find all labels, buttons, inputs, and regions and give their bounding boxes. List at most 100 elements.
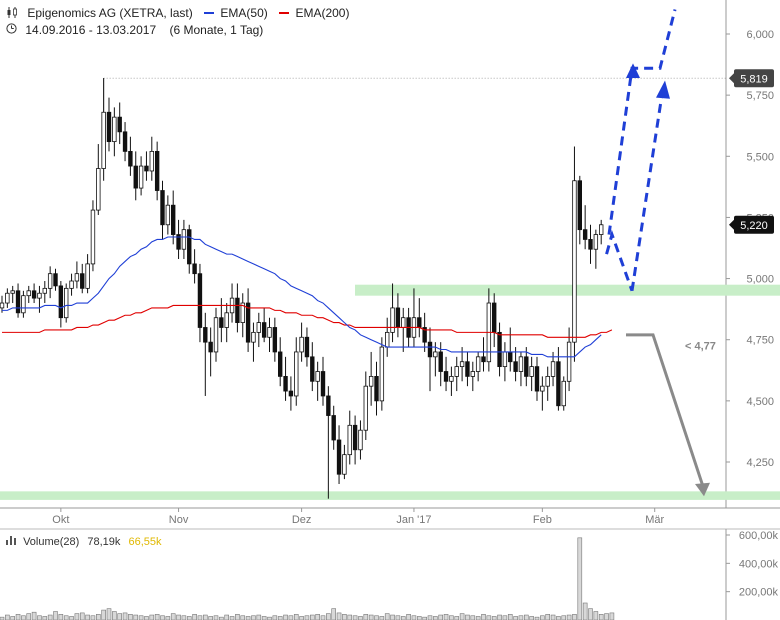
volume-bar bbox=[604, 613, 609, 620]
volume-bar bbox=[283, 614, 288, 620]
volume-bar bbox=[491, 616, 497, 620]
price-tick-label: 6,000 bbox=[746, 29, 774, 41]
candle-body bbox=[26, 290, 31, 297]
downside-arrowhead bbox=[695, 482, 710, 497]
volume-header: Volume(28) 78,19k 66,55k bbox=[6, 536, 162, 548]
candle-body bbox=[534, 366, 540, 392]
candle-body bbox=[401, 317, 406, 328]
volume-bar bbox=[229, 616, 235, 620]
volume-bar bbox=[112, 611, 117, 620]
volume-bar bbox=[219, 616, 224, 620]
candle-body bbox=[379, 346, 385, 402]
candle-body bbox=[208, 341, 213, 353]
volume-bar bbox=[416, 616, 422, 620]
ema200-legend-swatch bbox=[279, 11, 290, 14]
volume-bar bbox=[58, 614, 64, 620]
last-price-badge bbox=[734, 215, 774, 234]
volume-bar bbox=[427, 615, 433, 620]
volume-bar bbox=[395, 615, 401, 620]
volume-bar bbox=[293, 614, 299, 620]
volume-bar bbox=[267, 616, 272, 620]
volume-bar bbox=[203, 614, 208, 620]
volume-bar bbox=[128, 614, 133, 620]
candle-body bbox=[427, 341, 433, 358]
candle-body bbox=[170, 204, 176, 235]
volume-bar bbox=[523, 614, 529, 620]
volume-bar bbox=[331, 608, 337, 620]
volume-bar bbox=[411, 615, 417, 620]
candle-body bbox=[101, 111, 106, 169]
candle-body bbox=[149, 150, 154, 172]
candle-body bbox=[192, 263, 197, 275]
candle-body bbox=[160, 190, 165, 226]
volume-bar bbox=[213, 615, 219, 620]
candle-body bbox=[599, 224, 604, 235]
volume-bar bbox=[106, 608, 112, 620]
volume-bar bbox=[10, 616, 15, 620]
volume-bar bbox=[224, 614, 229, 620]
candle-body bbox=[165, 204, 171, 226]
period-detail: (6 Monate, 1 Tag) bbox=[169, 22, 264, 37]
candle-body bbox=[53, 273, 58, 287]
candle-body bbox=[438, 351, 443, 372]
price-tick-label: 5,750 bbox=[746, 90, 774, 102]
volume-bar bbox=[470, 615, 476, 620]
high-marker-label: 5,819 bbox=[740, 73, 768, 85]
candle-body bbox=[331, 415, 336, 441]
candle-body bbox=[566, 341, 572, 382]
candle-body bbox=[181, 229, 187, 250]
volume-bar bbox=[486, 615, 492, 620]
volume-bar bbox=[577, 537, 583, 620]
candle-body bbox=[304, 336, 310, 358]
candle-body bbox=[577, 180, 582, 231]
volume-bar bbox=[160, 615, 165, 620]
candle-body bbox=[582, 229, 588, 240]
candle-body bbox=[288, 390, 294, 397]
projection-upper-arrowhead bbox=[626, 63, 640, 79]
volume-bar bbox=[101, 609, 106, 620]
candle-body bbox=[176, 234, 181, 250]
candle-body bbox=[5, 292, 10, 304]
candle-body bbox=[294, 351, 299, 397]
candle-body bbox=[261, 322, 267, 338]
volume-bar bbox=[138, 615, 144, 620]
volume-bar bbox=[299, 616, 304, 620]
candle-body bbox=[433, 351, 438, 358]
volume-bar bbox=[368, 614, 374, 620]
candlestick-icon bbox=[6, 7, 20, 19]
candle-body bbox=[256, 322, 261, 333]
volume-bar bbox=[176, 614, 181, 620]
volume-bar bbox=[438, 614, 444, 620]
candle-body bbox=[47, 273, 53, 289]
last-price-pointer bbox=[729, 218, 735, 231]
candle-body bbox=[454, 366, 459, 377]
candle-body bbox=[336, 439, 342, 475]
volume-bar bbox=[144, 616, 149, 620]
volume-bar bbox=[69, 616, 74, 620]
volume-bar bbox=[433, 616, 438, 620]
candle-body bbox=[470, 371, 475, 377]
candle-body bbox=[15, 290, 21, 314]
candle-body bbox=[90, 209, 96, 265]
candle-body bbox=[187, 229, 192, 265]
volume-bar bbox=[277, 616, 283, 620]
volume-bar bbox=[149, 614, 155, 620]
candle-body bbox=[465, 361, 470, 377]
volume-bar bbox=[261, 616, 267, 620]
volume-bar bbox=[598, 614, 604, 620]
candle-body bbox=[417, 317, 422, 328]
candle-body bbox=[320, 371, 326, 397]
volume-bar bbox=[208, 616, 213, 620]
candle-body bbox=[21, 295, 26, 314]
time-tick-label: Jan '17 bbox=[396, 514, 431, 526]
support-zone bbox=[355, 284, 780, 296]
candle-body bbox=[283, 375, 288, 392]
price-tick-label: 5,000 bbox=[746, 274, 774, 286]
volume-bar bbox=[342, 614, 347, 620]
candle-body bbox=[384, 331, 390, 348]
volume-bar bbox=[320, 615, 326, 620]
volume-bar bbox=[502, 615, 508, 620]
candle-body bbox=[368, 375, 374, 387]
price-tick-label: 4,750 bbox=[746, 335, 774, 347]
volume-bar bbox=[117, 613, 122, 620]
